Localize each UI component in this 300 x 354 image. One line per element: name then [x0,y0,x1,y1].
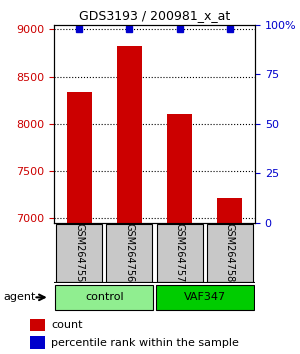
FancyBboxPatch shape [56,224,102,282]
Bar [217,198,242,223]
Text: count: count [51,320,83,330]
FancyBboxPatch shape [207,224,253,282]
Text: GSM264756: GSM264756 [124,223,134,283]
FancyBboxPatch shape [157,224,203,282]
FancyBboxPatch shape [106,224,152,282]
Bar [167,114,192,223]
Text: VAF347: VAF347 [184,292,226,302]
Text: GSM264758: GSM264758 [225,223,235,283]
Bar [117,46,142,223]
Title: GDS3193 / 200981_x_at: GDS3193 / 200981_x_at [79,9,230,22]
Bar [67,92,92,223]
Text: GSM264757: GSM264757 [175,223,184,283]
Bar [30,319,45,331]
FancyBboxPatch shape [55,285,154,310]
Text: percentile rank within the sample: percentile rank within the sample [51,338,239,348]
Text: control: control [85,292,124,302]
FancyBboxPatch shape [155,285,254,310]
Bar [30,336,45,349]
Text: GSM264755: GSM264755 [74,223,84,283]
Text: agent: agent [3,292,35,302]
